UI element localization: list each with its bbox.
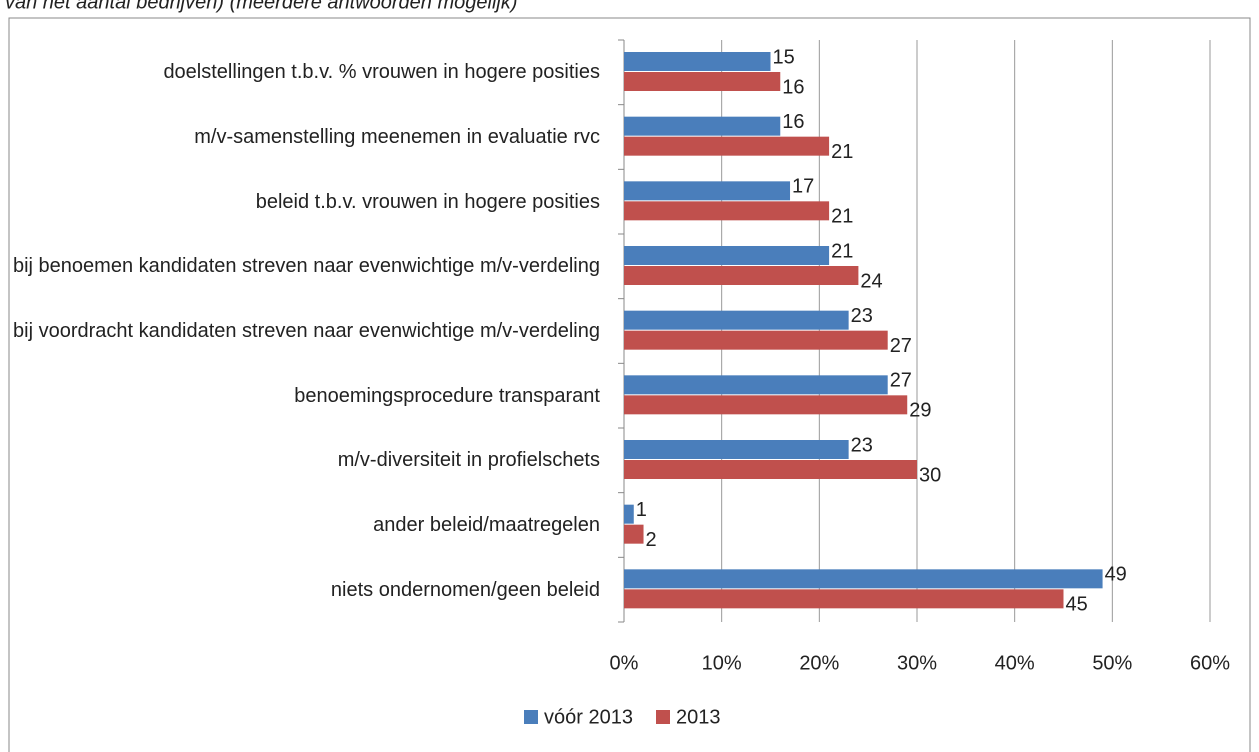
category-label: beleid t.b.v. vrouwen in hogere posities — [255, 190, 600, 213]
data-label: 2 — [646, 529, 657, 551]
data-label: 21 — [831, 240, 853, 262]
bar — [624, 524, 644, 544]
bar — [624, 569, 1103, 589]
category-label: bij benoemen kandidaten streven naar eve… — [12, 255, 600, 278]
data-label: 1 — [636, 499, 647, 521]
category-label: ander beleid/maatregelen — [373, 514, 600, 536]
x-tick-label: 10% — [702, 652, 742, 674]
data-label: 27 — [890, 335, 912, 357]
data-label: 30 — [919, 464, 941, 486]
bar — [624, 246, 830, 265]
category-label: bij voordracht kandidaten streven naar e… — [13, 320, 600, 342]
data-label: 23 — [851, 305, 873, 327]
bar — [624, 310, 849, 330]
legend-label: 2013 — [676, 706, 721, 728]
data-label: 16 — [782, 76, 804, 98]
x-tick-label: 40% — [995, 652, 1035, 674]
category-label: m/v-samenstelling meenemen in evaluatie … — [194, 126, 600, 148]
bar — [624, 52, 771, 71]
data-label: 15 — [773, 46, 795, 68]
data-label: 16 — [782, 111, 804, 133]
data-label: 27 — [890, 370, 912, 392]
chart-frame — [8, 17, 1251, 752]
bar — [624, 136, 830, 156]
bar — [624, 116, 781, 136]
data-label: 23 — [851, 434, 873, 456]
x-tick-label: 0% — [610, 652, 639, 674]
x-tick-label: 60% — [1190, 652, 1230, 674]
legend-swatch — [656, 710, 670, 724]
category-label: benoemingsprocedure transparant — [294, 384, 600, 407]
bar — [624, 266, 859, 285]
bar — [624, 181, 791, 201]
data-label: 49 — [1105, 564, 1127, 586]
data-label: 45 — [1066, 594, 1088, 616]
category-label: niets ondernomen/geen beleid — [330, 578, 600, 601]
category-label: m/v-diversiteit in profielschets — [337, 449, 600, 472]
data-label: 21 — [831, 206, 853, 228]
data-label: 29 — [909, 400, 931, 422]
x-tick-label: 50% — [1092, 652, 1132, 674]
legend-swatch — [524, 710, 538, 724]
bar — [624, 589, 1064, 609]
bar — [624, 330, 888, 350]
bar — [624, 395, 908, 415]
data-label: 17 — [792, 176, 814, 198]
legend-label: vóór 2013 — [544, 706, 633, 728]
category-label: doelstellingen t.b.v. % vrouwen in hoger… — [163, 61, 600, 84]
bar — [624, 440, 849, 459]
subtitle: van het aantal bedrijven) (meerdere antw… — [5, 0, 518, 13]
bar — [624, 504, 634, 524]
bar — [624, 201, 830, 221]
data-label: 21 — [831, 141, 853, 163]
bar — [624, 72, 781, 91]
data-label: 24 — [860, 270, 882, 292]
x-tick-label: 20% — [799, 652, 839, 674]
bar — [624, 375, 888, 395]
bar — [624, 460, 917, 479]
x-tick-label: 30% — [897, 652, 937, 674]
